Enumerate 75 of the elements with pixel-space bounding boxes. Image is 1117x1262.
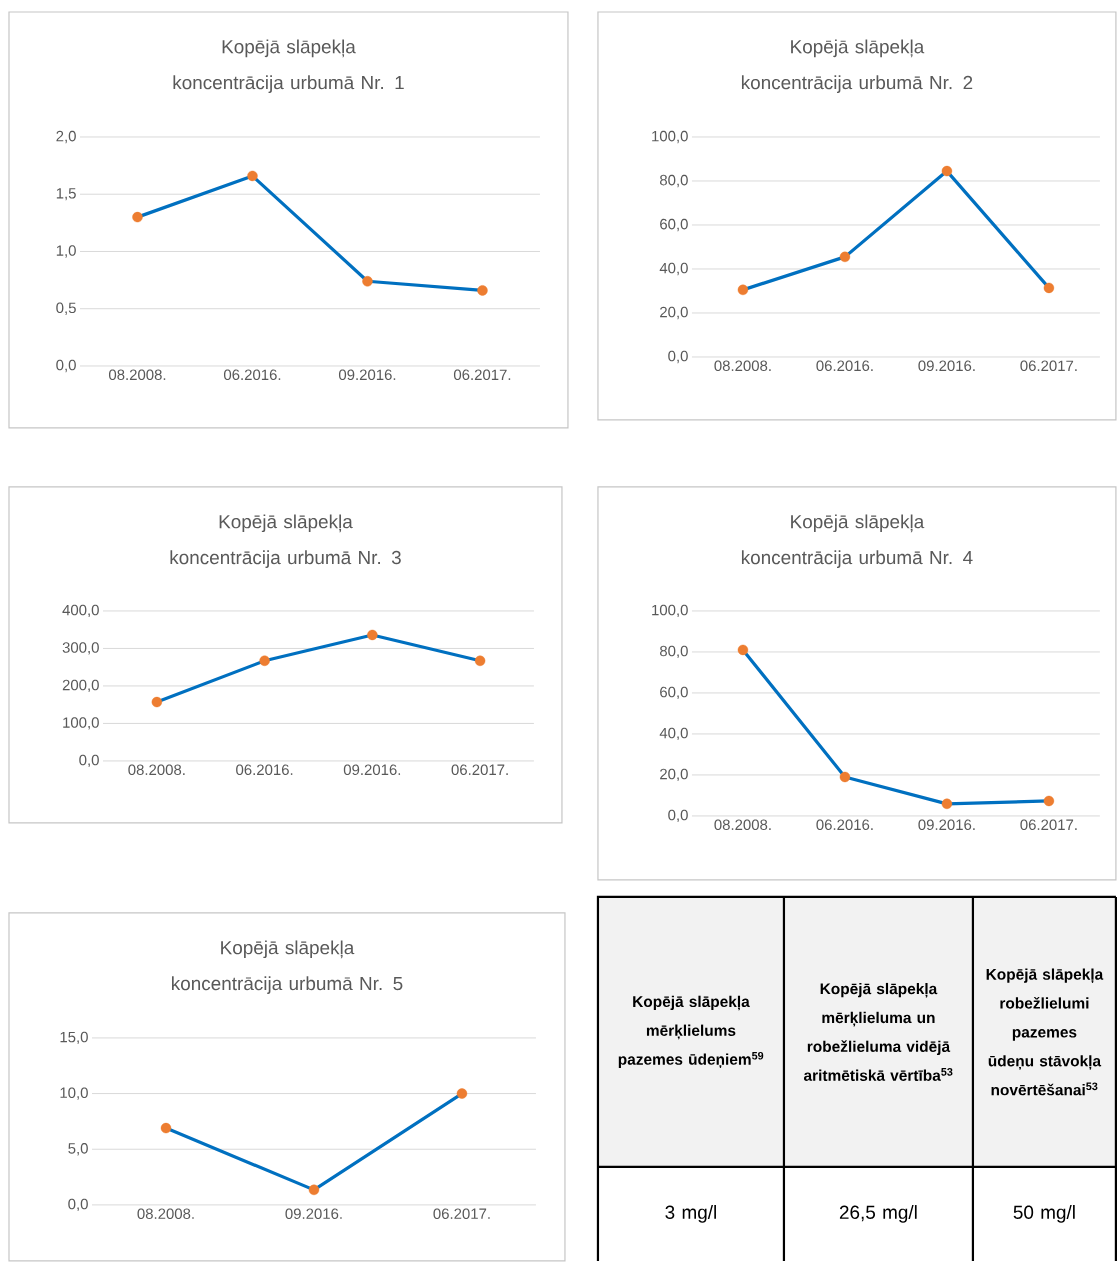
y-tick-label: 0,0 <box>79 754 99 768</box>
y-tick-label: 5,0 <box>68 1143 88 1156</box>
chart-title: Kopējā slāpekļa koncentrācija urbumā Nr. 5 <box>172 940 403 994</box>
y-tick-label: 0,0 <box>668 809 688 823</box>
y-tick-label: 1,5 <box>56 188 76 201</box>
point <box>151 696 163 708</box>
y-tick-label: 200,0 <box>62 679 99 693</box>
y-tick-label: 300,0 <box>62 642 99 655</box>
text: Kopējā slāpekļa mērķlielums pazemes ūdeņiem$^{59}$ <box>618 995 764 1069</box>
text: Kopējā slāpekļa mērķlieluma un robežlieluma vidējā aritmētiskā vērtība$^{53}$ <box>803 982 953 1081</box>
point <box>737 644 749 656</box>
x-tick-label: 08.2008. <box>714 360 771 372</box>
x-tick-label: 06.2017. <box>1020 360 1077 372</box>
point <box>839 771 851 783</box>
x-tick-label: 06.2017. <box>451 764 508 776</box>
y-tick-label: 80,0 <box>660 174 688 188</box>
y-tick-label: 400,0 <box>62 604 99 618</box>
y-tick-label: 100,0 <box>652 604 688 618</box>
point <box>1043 795 1055 807</box>
point <box>941 165 953 177</box>
x-tick-label: 06.2016. <box>236 764 293 776</box>
x-tick-label: 06.2017. <box>1020 819 1077 831</box>
x-tick-label: 08.2008. <box>108 369 166 381</box>
point <box>308 1184 320 1196</box>
y-tick-label: 40,0 <box>659 262 688 276</box>
point <box>839 251 851 263</box>
x-tick-label: 06.2016. <box>223 369 281 381</box>
y-tick-label: 100,0 <box>652 130 688 144</box>
x-tick-label: 06.2016. <box>816 360 873 372</box>
y-tick-label: 20,0 <box>660 306 688 320</box>
y-tick-label: 20,0 <box>660 768 688 782</box>
x-tick-label: 06.2017. <box>433 1208 490 1219</box>
text: Kopējā slāpekļa robežlielumi pazemes ūdeņu stāvokļa novērtēšanai$^{53}$ <box>986 968 1104 1096</box>
point <box>941 798 953 810</box>
text: 26,5 mg/l <box>839 1205 917 1223</box>
y-tick-label: 0,0 <box>56 359 76 373</box>
y-tick-label: 15,0 <box>60 1031 88 1045</box>
chart-title: Kopējā slāpekļa koncentrācija urbumā Nr. 3 <box>170 514 401 568</box>
point <box>132 211 143 223</box>
point <box>1043 282 1055 294</box>
y-tick-label: 60,0 <box>660 218 688 232</box>
x-tick-label: 09.2016. <box>343 764 401 776</box>
point <box>362 276 373 287</box>
x-tick-label: 08.2008. <box>137 1208 194 1219</box>
text: 50 mg/l <box>1013 1205 1075 1223</box>
x-tick-label: 08.2008. <box>714 819 771 831</box>
point <box>367 629 378 641</box>
point <box>259 655 270 667</box>
point <box>477 285 488 296</box>
point <box>474 655 486 667</box>
y-tick-label: 2,0 <box>56 130 76 144</box>
y-tick-label: 1,0 <box>56 245 76 258</box>
y-tick-label: 0,0 <box>68 1198 88 1212</box>
point <box>737 284 749 296</box>
x-tick-label: 08.2008. <box>128 764 185 776</box>
text: 3 mg/l <box>665 1205 716 1223</box>
x-tick-label: 09.2016. <box>918 819 975 831</box>
y-tick-label: 100,0 <box>63 717 99 730</box>
x-tick-label: 09.2016. <box>918 360 975 372</box>
x-tick-label: 06.2017. <box>453 369 511 381</box>
y-tick-label: 80,0 <box>660 645 688 659</box>
point <box>160 1122 172 1134</box>
x-tick-label: 09.2016. <box>285 1208 342 1219</box>
chart-title: Kopējā slāpekļa koncentrācija urbumā Nr. 1 <box>173 39 404 94</box>
y-tick-label: 0,0 <box>668 350 688 364</box>
x-tick-label: 09.2016. <box>338 369 396 381</box>
point <box>456 1088 468 1099</box>
y-tick-label: 40,0 <box>659 727 688 741</box>
point <box>247 170 258 182</box>
x-tick-label: 06.2016. <box>816 819 873 831</box>
y-tick-label: 10,0 <box>60 1087 88 1100</box>
y-tick-label: 60,0 <box>660 686 688 700</box>
chart-title: Kopējā slāpekļa koncentrācija urbumā Nr. 4 <box>741 514 973 568</box>
y-tick-label: 0,5 <box>56 302 76 315</box>
chart-title: Kopējā slāpekļa koncentrācija urbumā Nr. 2 <box>741 39 973 94</box>
